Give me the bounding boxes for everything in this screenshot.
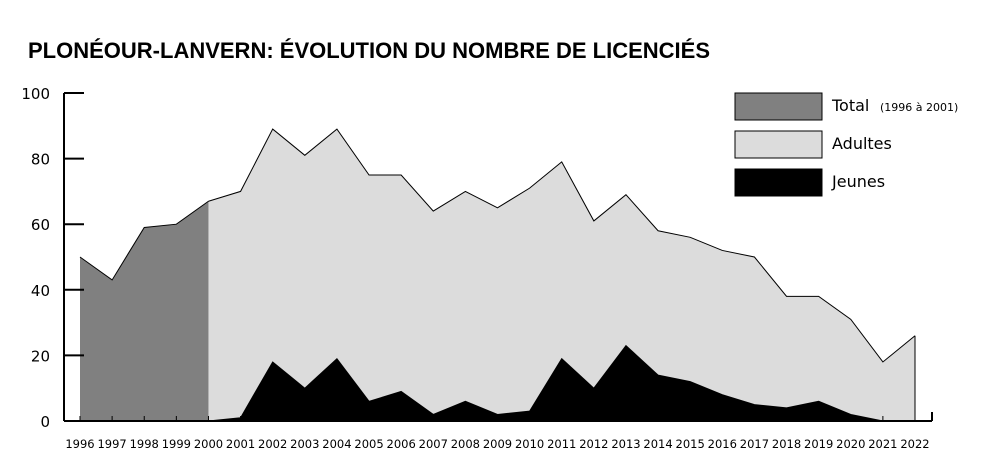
x-tick-label: 2002 — [258, 437, 287, 451]
x-tick-label: 2013 — [611, 437, 640, 451]
legend-label-jeunes: Jeunes — [831, 172, 885, 191]
chart-title: PLONÉOUR-LANVERN: ÉVOLUTION DU NOMBRE DE… — [28, 38, 710, 63]
x-tick-label: 2018 — [772, 437, 801, 451]
y-tick-label: 100 — [21, 85, 50, 103]
y-tick-label: 40 — [31, 282, 50, 300]
x-tick-label: 2022 — [900, 437, 929, 451]
legend-label-total: Total — [831, 96, 869, 115]
x-tick-label: 2010 — [515, 437, 544, 451]
x-tick-label: 2012 — [579, 437, 608, 451]
x-tick-label: 2006 — [387, 437, 416, 451]
legend-label-adultes: Adultes — [832, 134, 892, 153]
y-tick-label: 0 — [40, 413, 50, 431]
x-tick-label: 1999 — [162, 437, 191, 451]
x-tick-label: 2007 — [419, 437, 448, 451]
x-tick-label: 2019 — [804, 437, 833, 451]
area-total — [80, 201, 209, 421]
axes: 0 20 40 60 80 100 1996 1997 1998 1999 2000 2001 2002… — [21, 85, 933, 451]
x-tick-label: 2003 — [290, 437, 319, 451]
y-tick-label: 80 — [31, 151, 50, 169]
line-total — [79, 200, 209, 281]
x-tick-label: 2015 — [676, 437, 705, 451]
x-tick-label: 2020 — [836, 437, 865, 451]
x-tick-label: 2016 — [708, 437, 737, 451]
area-jeunes — [208, 344, 915, 422]
x-tick-label: 1996 — [65, 437, 94, 451]
x-tick-label: 2004 — [322, 437, 351, 451]
x-tick-label: 2001 — [226, 437, 255, 451]
legend-swatch-adultes — [734, 130, 823, 159]
x-tick-label: 2008 — [451, 437, 480, 451]
area-adultes — [208, 129, 915, 421]
y-tick-label: 60 — [31, 216, 50, 234]
x-tick-label: 2005 — [354, 437, 383, 451]
x-tick-label: 1997 — [97, 437, 126, 451]
y-tick-label: 20 — [31, 347, 50, 365]
x-tick-label: 2021 — [868, 437, 897, 451]
legend-swatch-jeunes — [734, 168, 823, 197]
x-tick-label: 2017 — [740, 437, 769, 451]
x-tick-label: 1998 — [130, 437, 159, 451]
legend-note-total: (1996 à 2001) — [880, 101, 958, 114]
x-tick-label: 2009 — [483, 437, 512, 451]
plot-area — [79, 128, 916, 422]
legend: Total (1996 à 2001) Adultes Jeunes — [734, 92, 958, 197]
x-tick-label: 2000 — [194, 437, 223, 451]
line-adultes — [208, 128, 916, 363]
x-tick-label: 2011 — [547, 437, 576, 451]
x-tick-label: 2014 — [643, 437, 672, 451]
legend-swatch-total — [734, 92, 823, 121]
